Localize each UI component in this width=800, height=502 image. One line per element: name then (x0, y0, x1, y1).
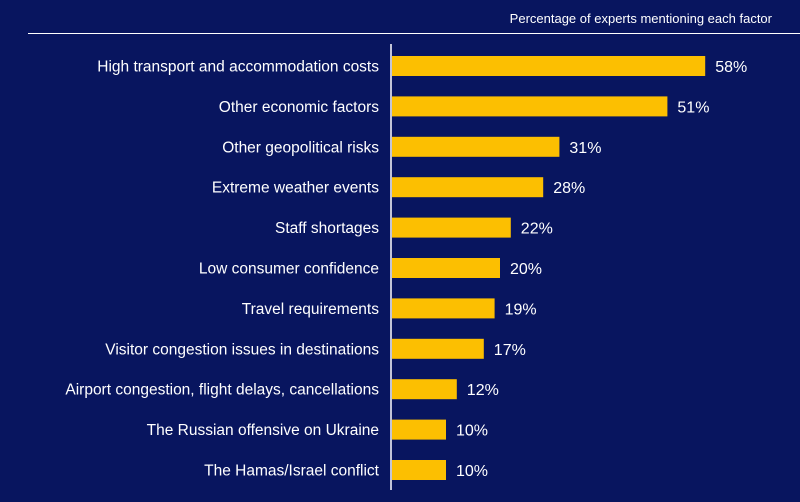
category-label: Low consumer confidence (199, 261, 379, 278)
bar (392, 136, 560, 157)
bar (392, 56, 706, 76)
category-label: Visitor congestion issues in destination… (105, 341, 379, 358)
bar (392, 338, 484, 359)
bar (392, 217, 511, 238)
category-label: High transport and accommodation costs (97, 59, 379, 76)
bar (392, 96, 668, 117)
data-label: 51% (677, 99, 709, 116)
data-label: 31% (569, 140, 601, 157)
header-divider (28, 33, 800, 34)
data-label: 20% (510, 261, 542, 278)
chart-subtitle: Percentage of experts mentioning each fa… (509, 11, 772, 26)
category-label: Other economic factors (219, 99, 379, 116)
category-label: Extreme weather events (212, 180, 379, 197)
bar (392, 379, 457, 400)
data-label: 22% (521, 221, 553, 238)
bar (392, 177, 544, 198)
category-label: Staff shortages (275, 220, 379, 237)
data-label: 12% (467, 382, 499, 399)
bar (392, 460, 446, 480)
category-label: The Hamas/Israel conflict (204, 463, 380, 480)
category-label: Other geopolitical risks (222, 139, 379, 156)
data-label: 10% (456, 463, 488, 480)
category-label: Travel requirements (242, 301, 380, 318)
data-label: 10% (456, 423, 488, 440)
category-label: Airport congestion, flight delays, cance… (65, 382, 379, 399)
bar (392, 419, 446, 440)
category-label: The Russian offensive on Ukraine (147, 422, 379, 439)
bar (392, 258, 500, 278)
data-label: 17% (494, 342, 526, 359)
data-label: 19% (505, 301, 537, 318)
data-label: 58% (715, 59, 747, 76)
bar (392, 298, 495, 319)
data-label: 28% (553, 180, 585, 197)
